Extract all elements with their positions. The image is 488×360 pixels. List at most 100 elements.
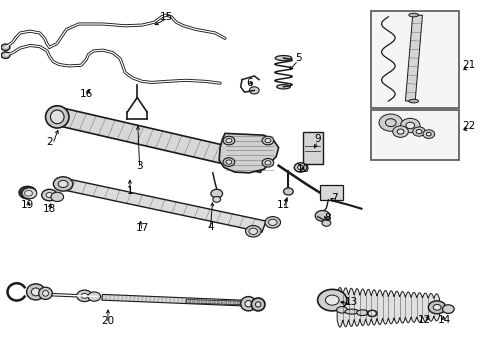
Ellipse shape	[336, 307, 346, 313]
Polygon shape	[185, 300, 242, 305]
Circle shape	[405, 122, 414, 129]
Bar	[303, 132, 322, 164]
Text: 19: 19	[21, 200, 34, 210]
Circle shape	[223, 158, 234, 166]
Ellipse shape	[31, 288, 40, 296]
Circle shape	[322, 220, 330, 226]
Circle shape	[77, 290, 92, 302]
Circle shape	[53, 177, 73, 191]
Ellipse shape	[26, 284, 45, 300]
Circle shape	[262, 158, 273, 167]
Ellipse shape	[366, 310, 376, 317]
Polygon shape	[60, 178, 265, 232]
Circle shape	[396, 129, 403, 134]
Circle shape	[385, 119, 395, 127]
Polygon shape	[336, 288, 439, 327]
Circle shape	[264, 217, 280, 228]
Polygon shape	[102, 294, 242, 306]
Circle shape	[81, 293, 88, 298]
Circle shape	[412, 127, 425, 136]
Text: 16: 16	[79, 89, 92, 99]
Circle shape	[294, 163, 306, 172]
Ellipse shape	[255, 302, 260, 307]
Circle shape	[432, 305, 440, 310]
Ellipse shape	[42, 291, 48, 296]
Circle shape	[20, 186, 36, 199]
Circle shape	[245, 226, 261, 237]
Circle shape	[427, 301, 445, 314]
Text: 15: 15	[160, 12, 173, 22]
Circle shape	[22, 188, 37, 199]
Text: 9: 9	[314, 134, 320, 144]
Ellipse shape	[356, 310, 367, 316]
Ellipse shape	[408, 99, 418, 103]
Circle shape	[315, 211, 329, 221]
Bar	[370, 110, 458, 160]
Circle shape	[223, 136, 234, 145]
Text: 10: 10	[296, 164, 309, 174]
Circle shape	[20, 187, 37, 199]
Text: 6: 6	[245, 78, 252, 88]
Ellipse shape	[240, 297, 256, 311]
Circle shape	[325, 295, 338, 305]
Text: 18: 18	[43, 204, 56, 214]
Text: 12: 12	[417, 315, 430, 325]
Polygon shape	[219, 134, 278, 173]
Circle shape	[297, 165, 303, 170]
Text: 14: 14	[437, 315, 450, 325]
Circle shape	[212, 197, 220, 202]
Text: 4: 4	[206, 222, 213, 231]
Text: 20: 20	[101, 316, 114, 325]
Ellipse shape	[251, 298, 264, 311]
Circle shape	[21, 188, 37, 199]
Text: 11: 11	[276, 200, 289, 210]
Text: 13: 13	[345, 297, 358, 307]
Ellipse shape	[50, 110, 64, 124]
Circle shape	[262, 136, 273, 145]
Text: 22: 22	[461, 121, 474, 131]
Circle shape	[415, 130, 421, 134]
Circle shape	[210, 189, 222, 198]
Circle shape	[283, 188, 293, 195]
Bar	[370, 12, 458, 108]
Text: 3: 3	[136, 161, 142, 171]
Circle shape	[264, 161, 270, 165]
Ellipse shape	[39, 287, 52, 300]
Polygon shape	[51, 107, 267, 172]
Circle shape	[51, 192, 63, 202]
Text: 21: 21	[461, 60, 474, 70]
Ellipse shape	[276, 85, 290, 89]
Circle shape	[264, 138, 270, 143]
Circle shape	[225, 138, 231, 143]
Circle shape	[248, 228, 257, 234]
Circle shape	[422, 130, 434, 138]
Text: 1: 1	[126, 186, 133, 196]
Circle shape	[41, 189, 57, 201]
Circle shape	[1, 52, 10, 58]
Circle shape	[268, 219, 277, 225]
Circle shape	[426, 132, 430, 136]
Bar	[320, 185, 343, 200]
Text: 2: 2	[46, 138, 53, 147]
Ellipse shape	[244, 301, 251, 307]
Circle shape	[58, 180, 68, 188]
Circle shape	[317, 289, 346, 311]
Circle shape	[88, 292, 101, 301]
Circle shape	[225, 160, 231, 164]
Circle shape	[249, 87, 259, 94]
Circle shape	[442, 305, 453, 314]
Ellipse shape	[45, 106, 69, 128]
Circle shape	[1, 44, 10, 50]
Text: 5: 5	[294, 53, 301, 63]
Ellipse shape	[408, 13, 418, 17]
Circle shape	[392, 126, 407, 137]
Text: 8: 8	[324, 213, 330, 222]
Ellipse shape	[275, 55, 291, 60]
Circle shape	[378, 114, 402, 131]
Circle shape	[367, 311, 375, 316]
Circle shape	[24, 190, 32, 196]
Circle shape	[400, 118, 419, 133]
Circle shape	[19, 186, 36, 199]
Ellipse shape	[344, 309, 358, 314]
Text: 17: 17	[135, 224, 148, 233]
